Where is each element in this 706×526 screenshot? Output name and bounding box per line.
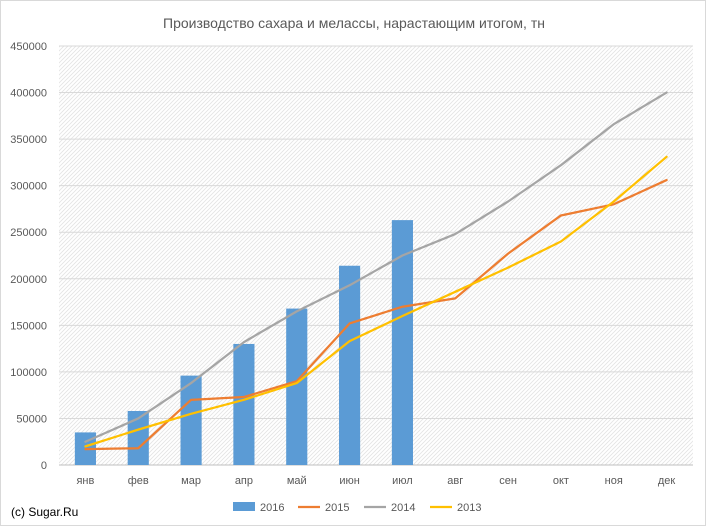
legend-label-2013: 2013 xyxy=(457,502,481,514)
y-tick-label: 0 xyxy=(41,460,47,472)
x-tick-label: мар xyxy=(181,475,201,487)
y-axis: 0 50000 100000 150000 200000 250000 300000 3500… xyxy=(10,41,47,472)
y-tick-label: 350000 xyxy=(10,134,47,146)
bar-2016-апр xyxy=(233,343,255,465)
legend: 2016 2015 2014 2013 xyxy=(233,502,481,514)
line-series-2015 xyxy=(84,178,668,451)
chart-title: Производство сахара и мелассы, нарастающ… xyxy=(163,15,545,31)
bar-2016-июн xyxy=(339,265,361,465)
legend-label-2014: 2014 xyxy=(391,502,415,514)
bar-2016-фев xyxy=(127,410,149,465)
x-tick-label: май xyxy=(287,475,307,487)
y-tick-label: 100000 xyxy=(10,367,47,379)
bar-2016-мар xyxy=(180,375,202,465)
x-axis: янв фев мар апр май июн июл авг сен окт ноя дек xyxy=(76,475,675,487)
legend-label-2016: 2016 xyxy=(260,502,284,514)
bar-2016-май xyxy=(286,308,308,465)
gridlines xyxy=(59,45,693,466)
x-tick-label: сен xyxy=(499,475,517,487)
line-series-2014 xyxy=(84,91,668,443)
x-tick-label: янв xyxy=(76,475,94,487)
x-tick-label: июл xyxy=(392,475,413,487)
y-tick-label: 400000 xyxy=(10,88,47,100)
y-tick-label: 150000 xyxy=(10,320,47,332)
x-tick-label: июн xyxy=(339,475,359,487)
y-tick-label: 300000 xyxy=(10,181,47,193)
line-series-2013 xyxy=(84,155,668,448)
legend-swatch-2016 xyxy=(233,502,255,511)
x-tick-label: фев xyxy=(128,475,149,487)
x-tick-label: апр xyxy=(235,475,253,487)
line-series xyxy=(84,91,668,451)
x-tick-label: окт xyxy=(553,475,569,487)
y-tick-label: 200000 xyxy=(10,274,47,286)
y-tick-label: 50000 xyxy=(16,413,47,425)
plot-background xyxy=(59,46,693,465)
bar-2016-июл xyxy=(391,220,413,465)
legend-label-2015: 2015 xyxy=(325,502,349,514)
x-tick-label: дек xyxy=(658,475,676,487)
x-tick-label: авг xyxy=(447,475,463,487)
y-tick-label: 250000 xyxy=(10,227,47,239)
copyright-text: (c) Sugar.Ru xyxy=(11,505,79,519)
y-tick-label: 450000 xyxy=(10,41,47,53)
x-tick-label: ноя xyxy=(605,475,623,487)
plot-area xyxy=(59,46,693,465)
